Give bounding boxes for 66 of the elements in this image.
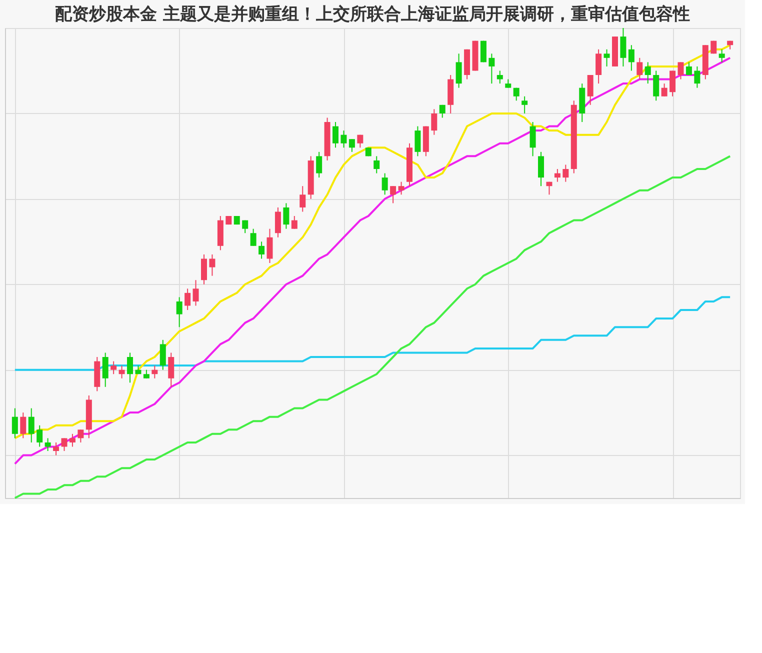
candlestick [530,122,536,157]
candlestick [258,241,265,260]
candlestick [636,57,643,80]
candlestick [554,168,560,182]
candlestick [596,48,602,84]
candlestick [283,202,290,230]
candlestick [587,74,594,106]
candlestick [152,365,158,379]
candlestick [291,216,298,230]
candlestick [620,28,626,67]
candlestick [488,53,495,84]
candlestick [20,412,26,439]
candlestick [670,70,676,97]
candlestick [357,134,364,148]
candlestick [496,70,503,84]
candlestick [118,365,125,379]
candlestick [513,87,520,102]
candlestick [316,151,322,178]
candlestick [390,186,396,204]
candlestick [456,53,462,88]
candlestick [102,352,108,388]
candlestick [28,408,34,443]
candlestick [274,206,281,238]
candlestick [200,254,207,285]
candlestick [192,280,199,306]
candlestick [546,181,552,196]
candlestick [678,62,684,80]
candlestick [522,96,528,114]
candlestick [127,352,134,384]
candlestick [36,424,43,448]
candlestick [414,126,421,157]
candlestick [718,48,725,63]
candlestick [242,220,248,234]
candlestick [694,66,700,88]
candlestick [431,108,438,136]
candlestick [340,130,347,148]
candlestick [78,429,84,443]
candlestick [184,288,191,310]
candlestick [628,44,634,72]
candlestick [644,62,651,84]
candlestick [374,156,380,174]
candlestick [168,352,174,388]
candlestick [332,122,339,148]
candlestick [69,433,76,448]
candlestick [53,442,60,456]
candlestick [266,228,273,264]
candlestick [209,254,216,276]
candlestick [176,296,182,328]
candlestick [61,438,68,452]
candlestick [382,172,388,196]
candlestick [439,104,446,118]
candlestick [160,339,166,370]
candlestick [348,138,355,152]
candlestick [661,83,668,97]
candlestick [562,164,569,182]
candlestick [250,228,256,246]
candlestick [686,62,692,76]
candlestick [110,360,117,375]
candlestick [604,48,610,67]
candlestick [538,151,544,187]
candlestick [398,181,404,196]
candlestick [653,70,660,102]
candlestick [300,186,306,212]
candlestick [44,438,51,452]
candlestick [12,408,18,439]
chart-title: 配资炒股本金 主题又是并购重组！上交所联合上海证监局开展调研，重审估值包容性 [55,4,690,24]
